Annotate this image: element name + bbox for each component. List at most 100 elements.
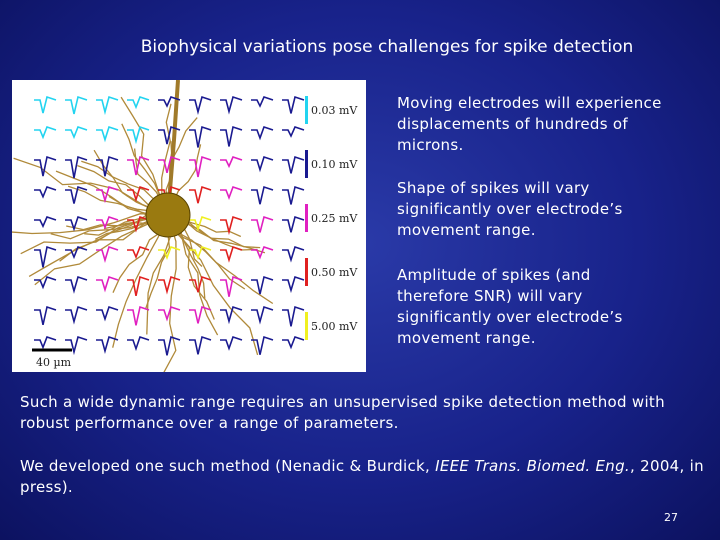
spike-trace bbox=[158, 275, 181, 295]
spike-trace bbox=[251, 335, 274, 355]
spike-trace bbox=[65, 155, 88, 179]
spike-trace bbox=[127, 96, 150, 110]
length-label: 40 µm bbox=[36, 356, 72, 369]
spike-trace bbox=[127, 305, 150, 326]
dendrite bbox=[167, 214, 274, 305]
spike-trace bbox=[127, 155, 150, 176]
spike-trace bbox=[127, 275, 150, 296]
spike-trace bbox=[189, 245, 212, 261]
spike-trace bbox=[96, 155, 119, 177]
spike-trace bbox=[34, 155, 57, 177]
spike-trace bbox=[282, 95, 305, 114]
spike-trace bbox=[251, 155, 274, 173]
spike-trace bbox=[65, 305, 88, 325]
spike-trace bbox=[96, 245, 119, 264]
spike-trace bbox=[189, 335, 212, 355]
spike-trace bbox=[34, 95, 57, 114]
spike-trace bbox=[158, 245, 181, 260]
spike-trace bbox=[282, 185, 305, 205]
spike-trace bbox=[34, 336, 57, 350]
spike-trace bbox=[251, 305, 274, 325]
soma bbox=[145, 192, 191, 238]
text: Such a wide dynamic range requires an un… bbox=[20, 393, 665, 432]
spike-trace bbox=[251, 245, 274, 260]
spike-trace bbox=[96, 305, 119, 322]
spike-trace bbox=[158, 96, 181, 108]
spike-trace bbox=[158, 125, 181, 145]
text: , 2004, in press). bbox=[20, 457, 704, 496]
dendrite bbox=[20, 214, 169, 255]
spike-trace bbox=[34, 276, 57, 290]
scale-bar bbox=[305, 150, 308, 178]
scale-bar bbox=[305, 312, 308, 340]
spike-trace bbox=[127, 125, 150, 145]
spike-trace bbox=[189, 155, 212, 178]
spike-trace bbox=[158, 155, 181, 174]
paragraph: We developed one such method (Nenadic & … bbox=[20, 456, 715, 498]
spike-trace bbox=[65, 246, 88, 260]
spike-trace bbox=[282, 245, 305, 263]
dendrite bbox=[112, 214, 169, 348]
spike-trace bbox=[189, 125, 212, 148]
spike-trace bbox=[220, 275, 243, 297]
scale-bar bbox=[305, 204, 308, 232]
spike-trace bbox=[220, 185, 243, 200]
bullet: Moving electrodes will experience displa… bbox=[397, 94, 662, 154]
bullet: Amplitude of spikes (and therefore SNR) … bbox=[397, 266, 623, 347]
scale-label: 0.50 mV bbox=[311, 266, 358, 279]
spike-trace bbox=[251, 185, 274, 205]
scale-bar bbox=[305, 258, 308, 286]
spike-trace bbox=[65, 185, 88, 204]
spike-trace bbox=[96, 335, 119, 355]
spike-trace bbox=[251, 125, 274, 141]
spike-trace bbox=[282, 126, 305, 138]
spike-trace bbox=[96, 275, 119, 293]
spike-trace bbox=[220, 125, 243, 147]
spike-trace bbox=[127, 185, 150, 203]
spike-trace bbox=[220, 156, 243, 169]
spike-trace bbox=[96, 95, 119, 116]
bullet: Shape of spikes will vary significantly … bbox=[397, 179, 623, 239]
spike-trace bbox=[220, 215, 243, 236]
spike-trace bbox=[189, 215, 212, 232]
journal: IEEE Trans. Biomed. Eng. bbox=[435, 457, 630, 475]
spike-trace bbox=[251, 96, 274, 108]
spike-trace bbox=[251, 215, 274, 233]
spike-trace bbox=[96, 215, 119, 230]
spike-trace bbox=[127, 335, 150, 352]
spike-trace bbox=[282, 155, 305, 174]
scale-label: 5.00 mV bbox=[311, 320, 358, 333]
spike-trace bbox=[189, 185, 212, 204]
spike-trace bbox=[251, 275, 274, 295]
spike-trace bbox=[65, 335, 88, 356]
dendrite bbox=[28, 214, 169, 277]
page-number: 27 bbox=[664, 511, 678, 524]
spike-trace bbox=[282, 305, 305, 327]
spike-trace bbox=[127, 215, 150, 233]
spike-trace bbox=[34, 216, 57, 229]
spike-trace bbox=[65, 275, 88, 294]
paragraph: Such a wide dynamic range requires an un… bbox=[20, 392, 715, 434]
scale-label: 0.25 mV bbox=[311, 212, 358, 225]
dendrite bbox=[12, 213, 169, 235]
spike-trace bbox=[127, 246, 150, 260]
spike-trace bbox=[158, 305, 181, 322]
spike-trace bbox=[189, 305, 212, 324]
spike-trace bbox=[189, 95, 212, 116]
slide-title: Biophysical variations pose challenges f… bbox=[140, 37, 634, 57]
text: We developed one such method (Nenadic & … bbox=[20, 457, 436, 475]
scale-bar bbox=[305, 96, 308, 124]
spike-trace bbox=[65, 126, 88, 140]
scale-label: 0.10 mV bbox=[311, 158, 358, 171]
spike-trace bbox=[282, 215, 305, 233]
spike-trace bbox=[189, 275, 212, 293]
spike-trace bbox=[96, 125, 119, 143]
spike-trace bbox=[34, 186, 57, 199]
spike-trace bbox=[65, 215, 88, 232]
spike-trace bbox=[282, 275, 305, 294]
neuron-figure: 0.03 mV 0.10 mV 0.25 mV 0.50 mV 5.00 mV 40 µm bbox=[12, 80, 366, 372]
spike-trace bbox=[220, 335, 243, 351]
spike-trace bbox=[34, 305, 57, 326]
spike-trace bbox=[220, 305, 243, 325]
